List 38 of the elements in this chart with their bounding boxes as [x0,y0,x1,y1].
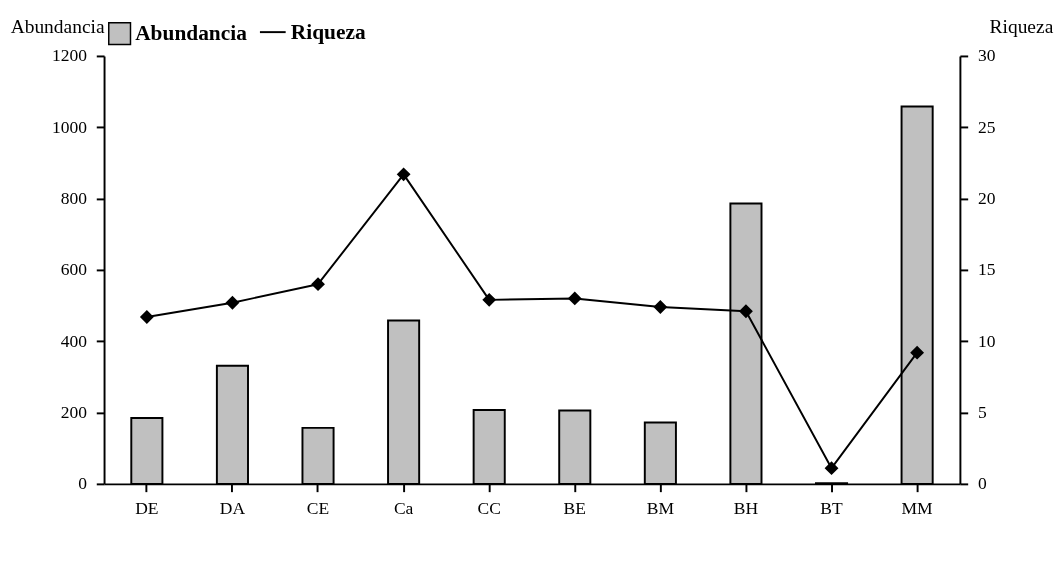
y2-tick-label: 0 [977,473,987,494]
y2-tick-label: 5 [977,401,987,422]
x-tick-label: DA [219,497,246,518]
y2-tick-label: 30 [977,45,996,66]
x-tick-label: Ca [393,497,414,518]
point [140,310,154,324]
point [739,304,753,318]
x-tick-label: DE [135,497,159,518]
y2-tick-label: 10 [977,330,996,351]
legend-label: Riqueza [290,19,366,44]
x-tick-label: BM [646,497,675,518]
point [568,291,582,305]
point [225,296,239,310]
point [825,461,839,475]
y2-tick-label: 20 [977,187,996,208]
y2-tick-label: 15 [977,259,996,280]
x-tick-label: BH [733,497,759,518]
y-axis-title: Abundancia [10,16,105,38]
point [482,293,496,307]
legend-label: Abundancia [135,21,248,46]
y-tick-label: 1200 [52,45,88,66]
x-tick-label: BT [820,497,844,518]
point [397,167,411,181]
point [311,277,325,291]
x-tick-label: CC [477,497,501,518]
x-tick-label: CE [306,497,330,518]
y-tick-label: 400 [60,330,88,351]
y-tick-label: 800 [60,187,88,208]
point [653,300,667,314]
x-tick-label: MM [901,497,934,518]
point [910,346,924,360]
y-tick-label: 200 [60,401,88,422]
y-tick-label: 600 [60,259,88,280]
x-tick-label: BE [563,497,586,518]
y-tick-label: 0 [78,473,88,494]
y2-axis-title: Riqueza [989,16,1054,38]
y-tick-label: 1000 [52,116,88,137]
y2-tick-label: 25 [977,116,996,137]
